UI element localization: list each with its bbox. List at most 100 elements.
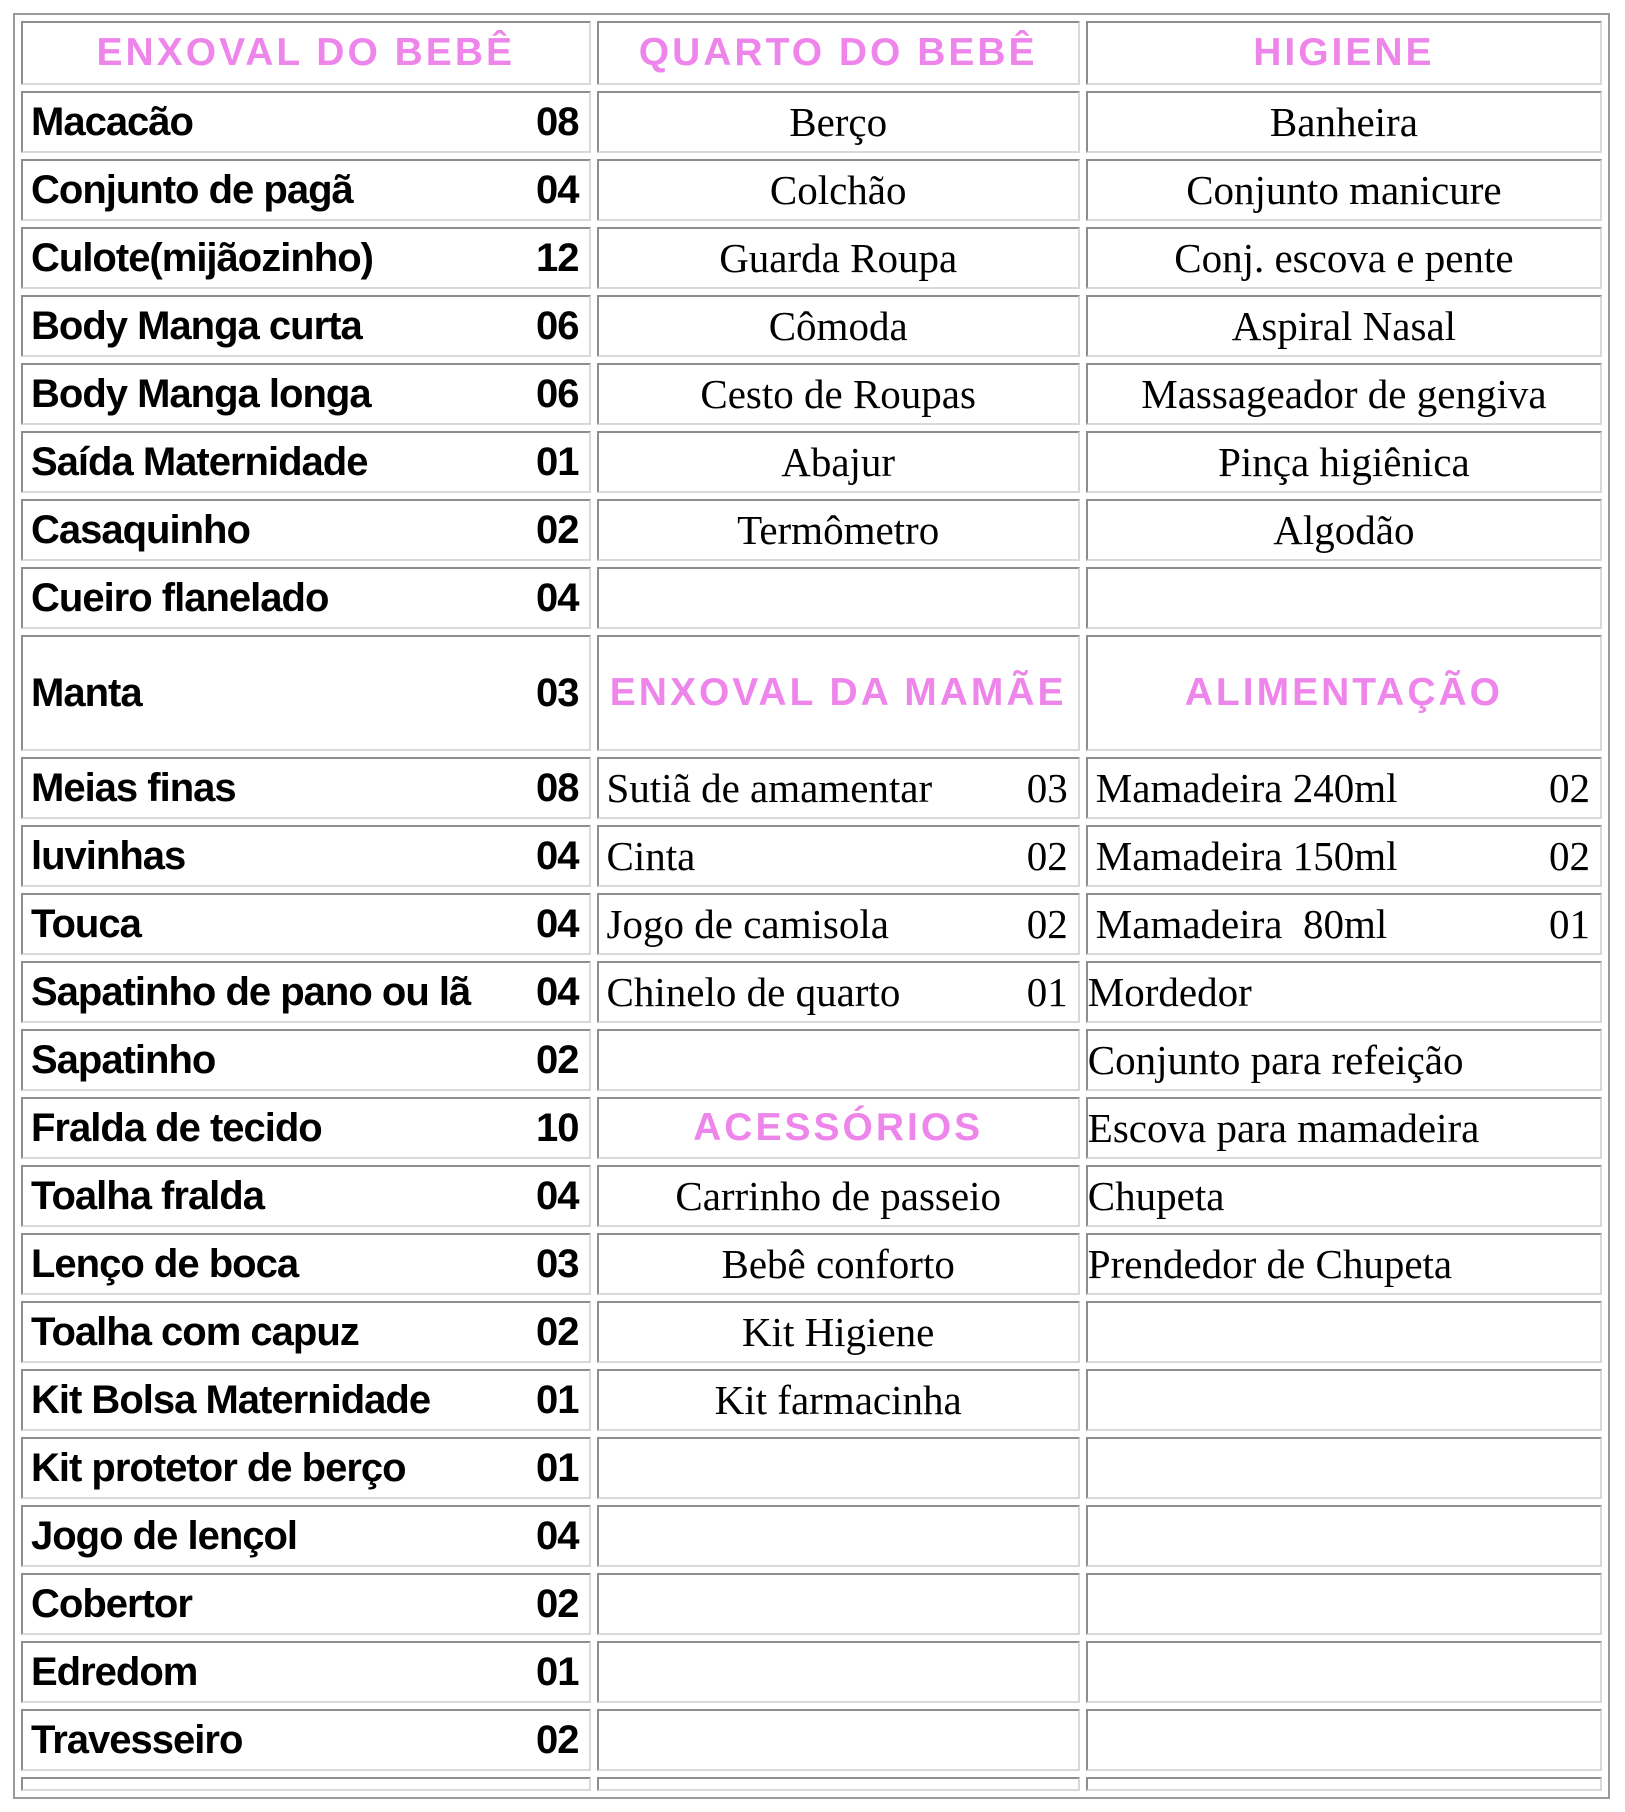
item-row: Sapatinho de pano ou lã 04	[23, 970, 589, 1015]
item-label: Prendedor de Chupeta	[1087, 1241, 1453, 1287]
item-quantity: 02	[1549, 833, 1590, 879]
item-label: Cesto de Roupas	[700, 371, 976, 417]
table-row: Culote(mijãozinho) 12 Guarda Roupa Conj. es…	[21, 227, 1602, 289]
table-row: Sapatinho de pano ou lã 04 Chinelo de quar…	[21, 961, 1602, 1023]
empty-cell	[1085, 1777, 1602, 1791]
item-cell: Berço	[596, 91, 1080, 153]
table-row: Fralda de tecido 10 ACESSÓRIOS Escova para …	[21, 1097, 1602, 1159]
item-label: Lenço de boca	[31, 1241, 299, 1286]
item-quantity: 01	[536, 1445, 579, 1490]
item-cell: Kit protetor de berço 01	[21, 1437, 591, 1499]
table-row: Sapatinho 02 Conjunto para refeição	[21, 1029, 1602, 1091]
item-cell: Cesto de Roupas	[596, 363, 1080, 425]
item-label: Manta	[31, 670, 143, 715]
item-cell: Aspiral Nasal	[1085, 295, 1602, 357]
item-label: Conjunto para refeição	[1087, 1037, 1464, 1083]
table-row: Cobertor 02	[21, 1573, 1602, 1635]
table-row: Touca 04 Jogo de camisola 02 Mamadeira 80ml 0…	[21, 893, 1602, 955]
item-label: Macacão	[31, 99, 194, 144]
table-row: Edredom 01	[21, 1641, 1602, 1703]
table-row: Conjunto de pagã 04 Colchão Conjunto manicu…	[21, 159, 1602, 221]
item-label: Sutiã de amamentar	[606, 765, 933, 811]
item-cell: Fralda de tecido 10	[21, 1097, 591, 1159]
item-row: Macacão 08	[23, 100, 589, 145]
item-label: Toalha com capuz	[31, 1309, 360, 1354]
item-label: Cômoda	[768, 303, 908, 349]
item-cell: Travesseiro 02	[21, 1709, 591, 1771]
empty-cell	[1085, 567, 1602, 629]
item-cell: Conj. escova e pente	[1085, 227, 1602, 289]
item-row: Lenço de boca 03	[23, 1242, 589, 1287]
item-cell: Body Manga curta 06	[21, 295, 591, 357]
item-cell: Manta 03	[21, 635, 591, 751]
item-label: Cobertor	[31, 1581, 193, 1626]
item-cell: Mordedor	[1085, 961, 1602, 1023]
table-row: Kit Bolsa Maternidade 01 Kit farmacinha	[21, 1369, 1602, 1431]
item-label: Kit Higiene	[741, 1309, 935, 1355]
item-row: Mamadeira 150ml 02	[1088, 832, 1600, 880]
item-label: Sapatinho de pano ou lã	[31, 969, 471, 1014]
item-label: Banheira	[1269, 99, 1418, 145]
empty-cell	[1085, 1641, 1602, 1703]
item-cell: Saída Maternidade 01	[21, 431, 591, 493]
item-quantity: 02	[536, 507, 579, 552]
item-label: Mamadeira 240ml	[1095, 765, 1398, 811]
table-row: Jogo de lençol 04	[21, 1505, 1602, 1567]
item-cell: Kit Higiene	[596, 1301, 1080, 1363]
item-cell: Colchão	[596, 159, 1080, 221]
item-quantity: 02	[536, 1581, 579, 1626]
spacer-row	[21, 1777, 1602, 1791]
empty-cell	[596, 1709, 1080, 1771]
item-cell: Mamadeira 150ml 02	[1085, 825, 1602, 887]
item-cell: Toalha fralda 04	[21, 1165, 591, 1227]
item-label: Body Manga longa	[31, 371, 372, 416]
item-cell: Sapatinho de pano ou lã 04	[21, 961, 591, 1023]
item-row: Saída Maternidade 01	[23, 440, 589, 485]
item-row: Chinelo de quarto 01	[599, 968, 1078, 1016]
table-row: ENXOVAL DO BEBÊ QUARTO DO BEBÊ HIGIENE	[21, 21, 1602, 85]
item-cell: Cômoda	[596, 295, 1080, 357]
item-cell: Conjunto de pagã 04	[21, 159, 591, 221]
item-row: luvinhas 04	[23, 834, 589, 879]
item-label: Body Manga curta	[31, 303, 363, 348]
item-row: Toalha fralda 04	[23, 1174, 589, 1219]
item-label: Jogo de camisola	[606, 901, 889, 947]
section-header-higiene: HIGIENE	[1085, 21, 1602, 85]
section-header-label: ACESSÓRIOS	[693, 1106, 984, 1150]
item-cell: Conjunto manicure	[1085, 159, 1602, 221]
item-cell: Meias finas 08	[21, 757, 591, 819]
item-cell: Sutiã de amamentar 03	[596, 757, 1080, 819]
item-quantity: 02	[536, 1717, 579, 1762]
item-label: Mamadeira 150ml	[1095, 833, 1398, 879]
item-cell: Banheira	[1085, 91, 1602, 153]
item-cell: Jogo de lençol 04	[21, 1505, 591, 1567]
table-row: Casaquinho 02 Termômetro Algodão	[21, 499, 1602, 561]
item-row: Body Manga curta 06	[23, 304, 589, 349]
empty-cell	[21, 1777, 591, 1791]
item-cell: Conjunto para refeição	[1085, 1029, 1602, 1091]
item-quantity: 06	[536, 371, 579, 416]
item-label: Saída Maternidade	[31, 439, 368, 484]
item-label: Chupeta	[1087, 1173, 1225, 1219]
item-quantity: 02	[1549, 765, 1590, 811]
item-cell: Toalha com capuz 02	[21, 1301, 591, 1363]
item-row: Edredom 01	[23, 1650, 589, 1695]
item-label: Aspiral Nasal	[1231, 303, 1457, 349]
item-row: Toalha com capuz 02	[23, 1310, 589, 1355]
item-label: Colchão	[769, 167, 907, 213]
item-row: Kit Bolsa Maternidade 01	[23, 1378, 589, 1423]
item-cell: Macacão 08	[21, 91, 591, 153]
item-cell: Cueiro flanelado 04	[21, 567, 591, 629]
item-cell: Cobertor 02	[21, 1573, 591, 1635]
table-row: Manta 03 ENXOVAL DA MAMÃE ALIMENTAÇÃO	[21, 635, 1602, 751]
empty-cell	[1085, 1573, 1602, 1635]
item-quantity: 01	[1549, 901, 1590, 947]
item-row: Mamadeira 240ml 02	[1088, 764, 1600, 812]
item-label: Conj. escova e pente	[1174, 235, 1514, 281]
section-header-label: QUARTO DO BEBÊ	[638, 31, 1038, 75]
table-row: Toalha fralda 04 Carrinho de passeio Chupet…	[21, 1165, 1602, 1227]
empty-cell	[596, 1641, 1080, 1703]
empty-cell	[596, 1777, 1080, 1791]
item-cell: Kit farmacinha	[596, 1369, 1080, 1431]
item-label: Termômetro	[737, 507, 940, 553]
